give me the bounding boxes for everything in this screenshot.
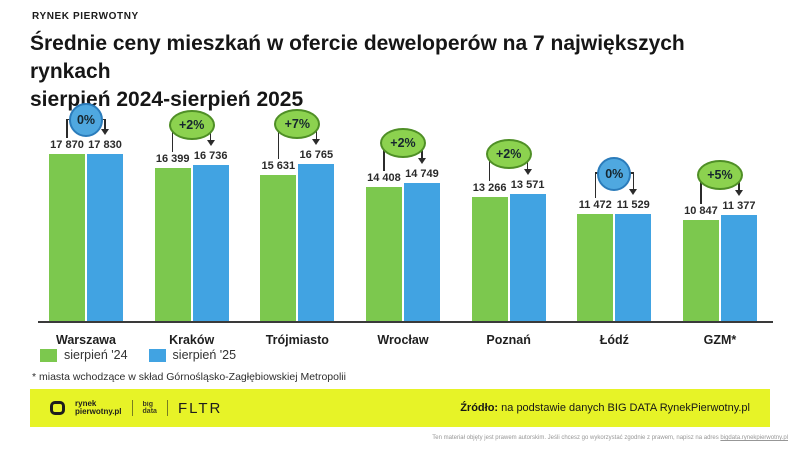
bar-group: 13 266 13 571 +2% Poznań	[471, 100, 547, 347]
bar-sierpien25	[509, 194, 546, 322]
disclaimer-link[interactable]: bigdata.rynekpierwotny.pl	[720, 435, 788, 441]
value-label-2025: 14 749	[405, 168, 439, 181]
city-label: Trójmiasto	[265, 333, 329, 347]
disclaimer-text: Ten materiał objęty jest prawem autorski…	[432, 435, 721, 441]
connector-arrow-icon	[101, 129, 109, 136]
connector-arrow-icon	[312, 139, 321, 146]
bar-sierpien24	[49, 154, 85, 322]
value-label-2024: 13 266	[472, 182, 507, 195]
value-label-2025: 11 377	[722, 200, 756, 213]
source-label: Źródło:	[460, 402, 499, 414]
logo-line1: rynek	[75, 399, 97, 408]
source-note: Źródło: na podstawie danych BIG DATA Ryn…	[460, 402, 750, 414]
value-label-2024: 14 408	[367, 171, 401, 184]
change-badge: +2%	[485, 139, 532, 170]
bar-sierpien25	[720, 215, 757, 322]
footer-divider-2	[166, 400, 168, 416]
brand-header: RYNEK PIERWOTNY	[32, 11, 139, 22]
bigdata-line2: data	[142, 408, 157, 415]
city-label: Warszawa	[56, 333, 116, 347]
rynekpierwotny-logo-icon	[50, 401, 65, 415]
value-label-2025: 16 765	[299, 149, 334, 162]
value-label-2025: 13 571	[510, 179, 545, 192]
bar-group: 14 408 14 749 +2% Wrocław	[365, 100, 441, 347]
x-axis-line	[38, 321, 773, 323]
change-badge: +7%	[274, 109, 321, 140]
connector-right-line	[104, 120, 106, 130]
footer-logos: rynek pierwotny.pl big data FLTR	[50, 400, 222, 417]
change-badge: +2%	[168, 109, 215, 140]
footnote: * miasta wchodzące w skład Górnośląsko-Z…	[32, 371, 346, 383]
value-label-2024: 11 472	[578, 199, 612, 212]
connector-left-line	[171, 124, 174, 152]
legend-swatch-2025	[148, 348, 166, 362]
bar-sierpien24	[471, 197, 508, 322]
value-label-2024: 16 399	[155, 152, 190, 165]
connector-right-line	[632, 173, 635, 189]
connector-left-line	[594, 173, 597, 199]
connector-left-line	[383, 143, 385, 171]
rynekpierwotny-logo-text: rynek pierwotny.pl	[75, 400, 122, 416]
connector-left-line	[700, 175, 702, 205]
bar-sierpien24	[365, 186, 402, 322]
copyright-disclaimer: Ten materiał objęty jest prawem autorski…	[432, 435, 788, 442]
bar-sierpien25	[87, 154, 123, 322]
value-label-2024: 15 631	[261, 160, 296, 173]
fltr-logo-text: FLTR	[177, 399, 223, 417]
chart-title-line1: Średnie ceny mieszkań w ofercie dewelope…	[30, 32, 685, 83]
bar-sierpien24	[260, 175, 297, 322]
footer-divider-1	[131, 400, 133, 416]
value-label-2025: 11 529	[616, 198, 650, 211]
bar-sierpien25	[192, 164, 229, 322]
bigdata-line1: big	[142, 401, 154, 408]
bar-sierpien24	[154, 167, 191, 322]
bar-group: 16 399 16 736 +2% Kraków	[154, 100, 230, 347]
connector-left-line	[277, 124, 280, 160]
legend-label-2025: sierpień '25	[172, 348, 237, 362]
connector-left-line	[66, 120, 68, 138]
city-label: Kraków	[169, 333, 215, 347]
city-label: Poznań	[486, 333, 531, 347]
bar-sierpien24	[682, 220, 719, 322]
bar-group: 15 631 16 765 +7% Trójmiasto	[259, 100, 335, 347]
bar-sierpien25	[403, 183, 440, 322]
logo-line2: pierwotny.pl	[75, 407, 122, 416]
legend-swatch-2024	[40, 348, 57, 362]
value-label-2025: 16 736	[193, 149, 228, 162]
bar-group: 11 472 11 529 0% Łódź	[576, 100, 652, 347]
connector-arrow-icon	[629, 188, 638, 195]
change-badge: 0%	[69, 103, 103, 137]
bar-sierpien25	[298, 164, 335, 322]
bar-chart: 17 870 17 830 0% Warszawa 16 399 16 736 +2% Kra…	[48, 100, 758, 347]
legend-item-2025: sierpień '25	[148, 348, 237, 362]
connector-arrow-icon	[417, 158, 426, 165]
legend-label-2024: sierpień '24	[64, 348, 128, 362]
legend-item-2024: sierpień '24	[40, 348, 128, 362]
value-label-2025: 17 830	[88, 139, 122, 152]
connector-arrow-icon	[734, 190, 743, 197]
value-label-2024: 17 870	[50, 139, 84, 151]
change-badge: +2%	[379, 128, 426, 159]
chart-legend: sierpień '24 sierpień '25	[40, 348, 248, 362]
chart-title-line2: sierpień 2024-sierpień 2025	[30, 88, 304, 111]
bar-group: 10 847 11 377 +5% GZM*	[682, 100, 758, 347]
footer-bar: rynek pierwotny.pl big data FLTR Źródło:…	[30, 389, 770, 427]
city-label: GZM*	[703, 333, 737, 347]
city-label: Łódź	[599, 333, 629, 347]
connector-arrow-icon	[206, 139, 215, 146]
source-text: na podstawie danych BIG DATA RynekPierwo…	[498, 402, 750, 414]
chart-title: Średnie ceny mieszkań w ofercie dewelope…	[30, 30, 770, 114]
bigdata-logo-text: big data	[143, 401, 157, 415]
connector-arrow-icon	[523, 169, 532, 176]
bar-sierpien24	[577, 214, 614, 322]
bar-sierpien25	[615, 213, 652, 322]
connector-left-line	[488, 154, 491, 182]
value-label-2024: 10 847	[684, 205, 718, 218]
city-label: Wrocław	[377, 333, 429, 347]
bar-group: 17 870 17 830 0% Warszawa	[48, 100, 124, 347]
change-badge: +5%	[696, 160, 743, 191]
change-badge: 0%	[597, 156, 632, 191]
